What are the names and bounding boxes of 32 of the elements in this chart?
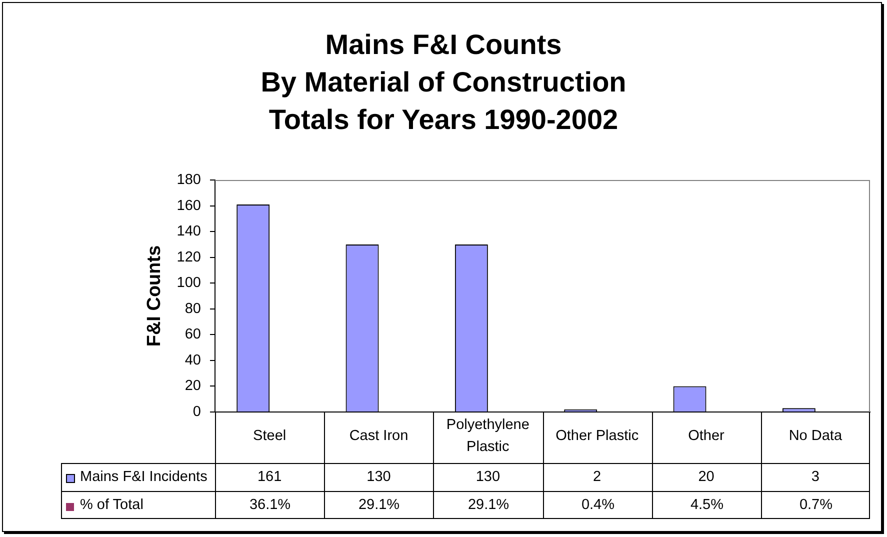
data-label: 130	[366, 469, 391, 485]
y-tick-label: 100	[176, 275, 201, 292]
y-tick-label: 160	[176, 198, 201, 214]
data-label: 0.4%	[581, 497, 615, 513]
y-axis-title: F&I Counts	[144, 245, 166, 347]
y-tick-label: 20	[184, 378, 201, 394]
data-label: 20	[698, 469, 714, 485]
data-label: 3	[811, 469, 820, 485]
data-label: 36.1%	[249, 497, 291, 513]
y-tick-label: 140	[176, 224, 201, 240]
y-tick-label: 0	[192, 404, 201, 420]
data-label: 0.7%	[799, 497, 833, 513]
y-tick-label: 40	[184, 352, 201, 368]
legend-label: % of Total	[80, 497, 144, 513]
legend-label: Mains F&I Incidents	[80, 469, 208, 485]
y-tick-label: 60	[184, 326, 201, 343]
x-tick-label: Steel	[253, 428, 286, 444]
data-label: 130	[476, 469, 500, 485]
x-tick-label: No Data	[788, 428, 843, 444]
data-label: 2	[593, 469, 602, 485]
data-label: 4.5%	[690, 497, 724, 513]
x-tick-label: Other	[688, 428, 725, 444]
data-label: 29.1%	[358, 497, 400, 513]
x-tick-label: Polyethylene Plastic	[446, 417, 530, 455]
data-label: 161	[257, 469, 282, 485]
x-tick-label: Cast Iron	[349, 428, 408, 444]
x-tick-label: Other Plastic	[556, 428, 639, 444]
chart-title: Mains F&I Counts By Material of Construction Totals for Years 1990-2002	[260, 29, 626, 135]
y-tick-label: 180	[176, 172, 201, 188]
data-label: 29.1%	[468, 497, 510, 513]
y-tick-label: 120	[176, 249, 201, 266]
y-tick-label: 80	[184, 300, 201, 317]
